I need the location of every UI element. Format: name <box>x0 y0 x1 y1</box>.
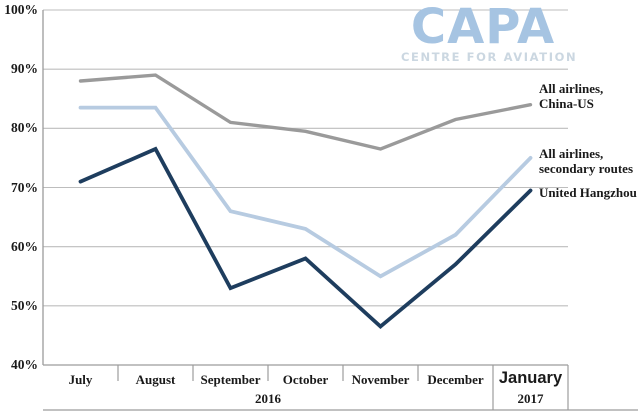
capa-logo-wordmark: CAPA <box>410 0 556 55</box>
series-label: All airlines, China-US <box>539 81 604 111</box>
series-label: All airlines, secondary routes <box>539 146 634 176</box>
series-label-line: United Hangzhou <box>539 185 637 200</box>
series-label-line: All airlines, <box>539 81 604 96</box>
x-axis-month-label: September <box>200 372 261 387</box>
y-axis-tick-label: 60% <box>11 238 38 254</box>
x-axis-month-label: October <box>282 372 329 387</box>
series-label-line: secondary routes <box>539 160 634 176</box>
x-axis-month-label: January <box>498 369 563 387</box>
series-label: United Hangzhou <box>539 185 637 201</box>
y-axis-tick-label: 40% <box>11 357 38 372</box>
y-axis-tick-label: 50% <box>11 297 38 313</box>
y-axis-tick-label: 90% <box>11 61 38 77</box>
y-axis-tick-label: 100% <box>4 2 38 17</box>
series-label-line: China-US <box>539 95 594 111</box>
y-axis-tick-label: 80% <box>11 120 38 136</box>
x-axis-month-label: August <box>135 372 176 387</box>
x-axis-month-label: December <box>427 372 484 387</box>
x-axis-month-label: July <box>68 372 93 387</box>
series-label-line: All airlines, <box>539 146 604 161</box>
y-axis-tick-label: 70% <box>11 179 38 195</box>
capa-logo: CAPA CENTRE FOR AVIATION <box>401 0 578 64</box>
capa-logo-tagline: CENTRE FOR AVIATION <box>401 50 578 64</box>
x-axis-year-label: 2016 <box>255 391 281 406</box>
x-axis-year-label: 2017 <box>517 391 544 406</box>
x-axis-month-label: November <box>351 372 410 387</box>
